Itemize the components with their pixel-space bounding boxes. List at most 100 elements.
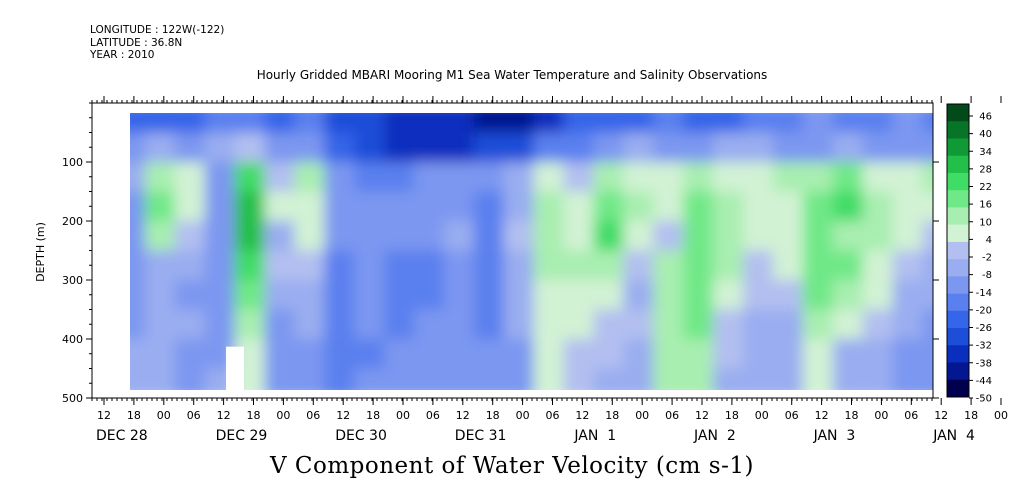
heatmap-cell xyxy=(713,132,744,163)
heatmap-cell xyxy=(563,221,595,252)
heatmap-cell xyxy=(384,221,416,252)
heatmap-cell xyxy=(742,309,774,340)
heatmap-cell xyxy=(772,250,804,281)
heatmap-cell xyxy=(683,162,715,193)
heatmap-cell xyxy=(772,280,804,311)
heatmap-cell xyxy=(533,339,565,370)
header-metadata: LONGITUDE : 122W(-122) LATITUDE : 36.8N … xyxy=(90,24,224,62)
heatmap-cell xyxy=(130,280,146,311)
heatmap-cell xyxy=(204,191,236,222)
heatmap-cell xyxy=(324,221,356,252)
year-label: YEAR : 2010 xyxy=(90,49,155,61)
heatmap-cell xyxy=(892,113,924,134)
heatmap-cell xyxy=(802,191,834,222)
colorbar-swatch xyxy=(947,310,969,329)
x-hour-label: 06 xyxy=(306,409,320,422)
heatmap-cell xyxy=(414,113,445,134)
heatmap-cell xyxy=(593,280,625,311)
heatmap-cell xyxy=(473,191,505,222)
x-hour-label: 00 xyxy=(635,409,649,422)
heatmap-cell xyxy=(354,368,386,390)
x-hour-label: 18 xyxy=(964,409,978,422)
heatmap-cell xyxy=(294,221,326,252)
heatmap-cell xyxy=(802,162,834,193)
heatmap-cell xyxy=(174,250,206,281)
heatmap-cell xyxy=(832,250,864,281)
heatmap-cell xyxy=(264,368,296,390)
heatmap-cell xyxy=(294,339,326,370)
heatmap-cell xyxy=(802,309,834,340)
heatmap-cell xyxy=(802,339,834,370)
heatmap-cell xyxy=(414,221,445,252)
heatmap-cell xyxy=(324,191,356,222)
heatmap-cell xyxy=(503,280,535,311)
heatmap-cell xyxy=(130,339,146,370)
colorbar-swatch xyxy=(947,224,969,243)
x-axis-title: V Component of Water Velocity (cm s-1) xyxy=(270,453,754,479)
heatmap-cell xyxy=(772,339,804,370)
x-date-label: JAN 1 xyxy=(573,428,616,444)
heatmap-cell xyxy=(683,250,715,281)
heatmap-cell xyxy=(264,113,296,134)
heatmap-cell xyxy=(862,113,894,134)
heatmap-cell xyxy=(563,309,595,340)
heatmap-cell xyxy=(144,113,176,134)
heatmap-cell xyxy=(414,309,445,340)
heatmap-cell xyxy=(862,132,894,163)
heatmap-cell xyxy=(593,309,625,340)
heatmap-cell xyxy=(772,368,804,390)
heatmap-cell xyxy=(324,250,356,281)
heatmap-cell xyxy=(862,191,894,222)
x-axis: 12 18 00 06 12 18 00 06 12 18 00 06 12 18 00 06 12 18 00 06… xyxy=(91,96,1008,444)
heatmap-cell xyxy=(234,309,266,340)
heatmap-cell xyxy=(354,280,386,311)
heatmap-cell xyxy=(533,221,565,252)
heatmap-cell xyxy=(742,368,774,390)
heatmap-cell xyxy=(144,162,176,193)
heatmap-cell xyxy=(563,113,595,134)
heatmap-cell xyxy=(683,221,715,252)
heatmap-cell xyxy=(384,280,416,311)
heatmap-cell xyxy=(354,339,386,370)
heatmap-cell xyxy=(264,132,296,163)
heatmap-cell xyxy=(234,221,266,252)
heatmap-cell xyxy=(324,132,356,163)
heatmap-cell xyxy=(294,132,326,163)
heatmap-cell xyxy=(683,309,715,340)
x-date-label: DEC 30 xyxy=(335,428,387,444)
heatmap-cell xyxy=(144,309,176,340)
heatmap-cell xyxy=(384,250,416,281)
heatmap-cell xyxy=(623,113,655,134)
colorbar-label: 10 xyxy=(979,217,992,228)
heatmap-cell xyxy=(174,368,206,390)
heatmap-cell xyxy=(443,113,475,134)
heatmap-cell xyxy=(593,339,625,370)
heatmap-cell xyxy=(144,191,176,222)
heatmap-cell xyxy=(563,191,595,222)
heatmap-cell xyxy=(264,162,296,193)
heatmap-cell xyxy=(623,250,655,281)
heatmap-cell xyxy=(623,368,655,390)
heatmap-cell xyxy=(802,280,834,311)
heatmap-cell xyxy=(473,309,505,340)
x-hour-label: 00 xyxy=(157,409,171,422)
heatmap-cell xyxy=(354,113,386,134)
heatmap-cell xyxy=(503,339,535,370)
heatmap-cell xyxy=(204,221,236,252)
x-date-label: DEC 29 xyxy=(216,428,268,444)
heatmap-cell xyxy=(503,132,535,163)
heatmap-cell xyxy=(892,191,924,222)
heatmap-cell xyxy=(862,250,894,281)
heatmap-cell xyxy=(832,339,864,370)
heatmap-cell xyxy=(443,162,475,193)
heatmap-cell xyxy=(384,162,416,193)
heatmap-cell xyxy=(713,309,744,340)
heatmap-cell xyxy=(623,221,655,252)
heatmap-cell xyxy=(294,162,326,193)
heatmap-cell xyxy=(414,162,445,193)
heatmap-cell xyxy=(713,250,744,281)
heatmap-cell xyxy=(653,132,685,163)
heatmap-cell xyxy=(922,280,933,311)
heatmap-cell xyxy=(653,368,685,390)
heatmap-cell xyxy=(922,113,933,134)
